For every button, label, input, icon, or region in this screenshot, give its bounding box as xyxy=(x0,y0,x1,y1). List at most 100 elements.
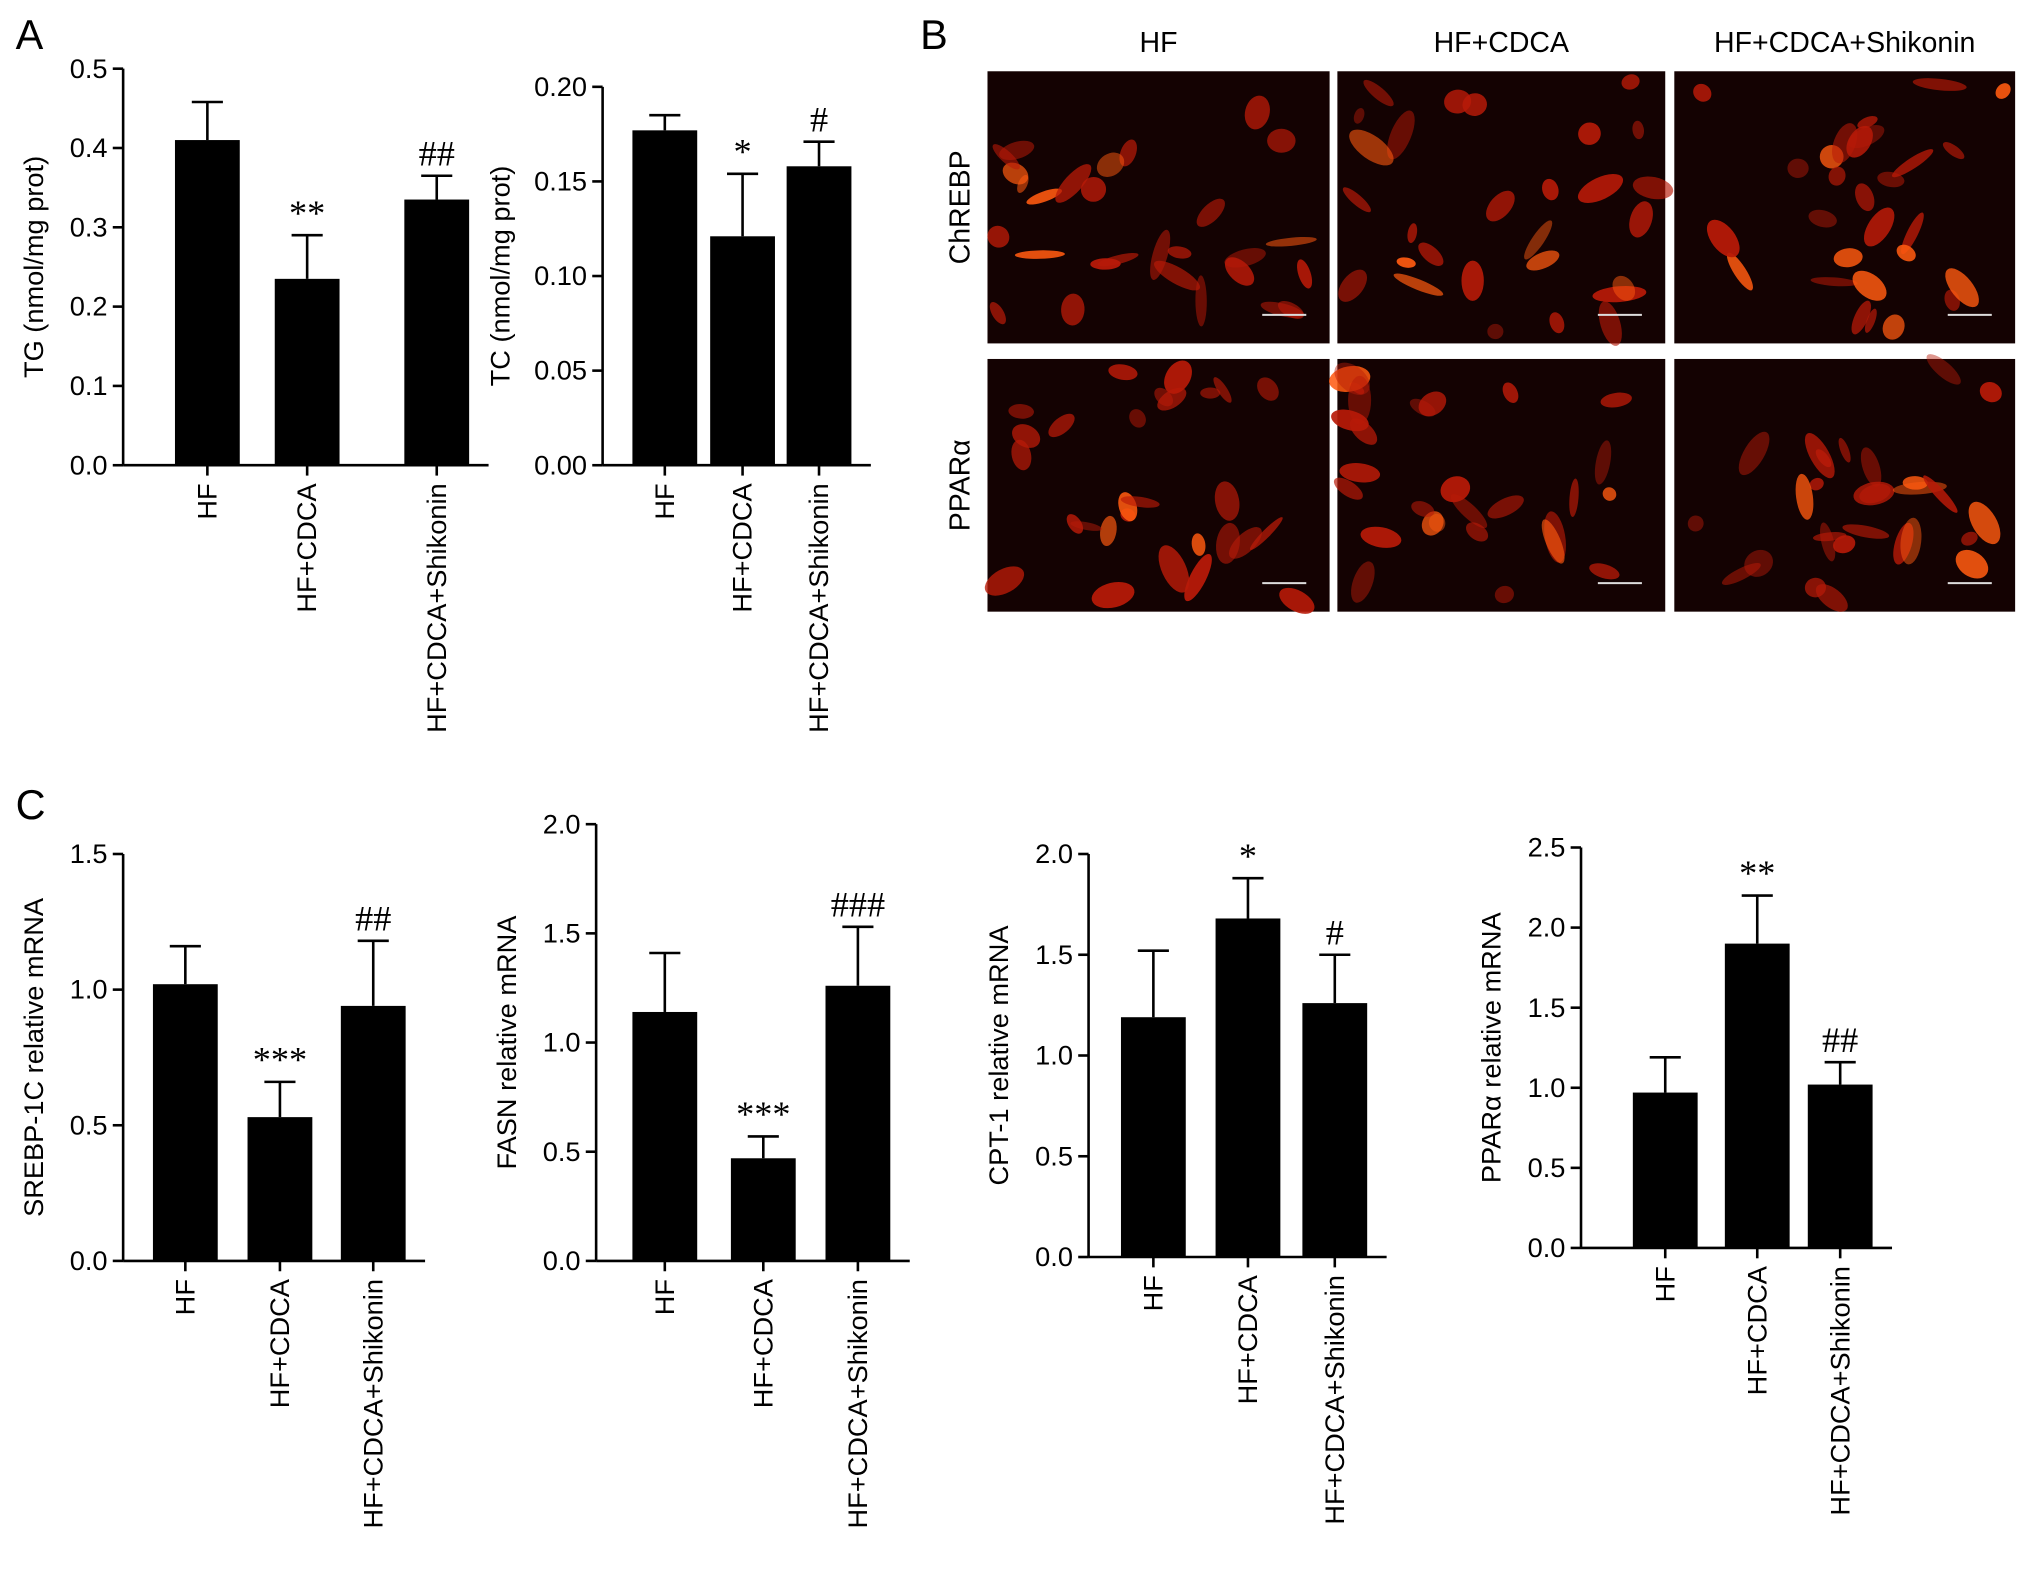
cell xyxy=(987,225,1010,248)
bar xyxy=(710,236,775,466)
cell xyxy=(1061,293,1085,326)
cell xyxy=(1191,533,1206,556)
x-tick-label: HF xyxy=(1137,1275,1168,1311)
significance-label: ## xyxy=(419,133,455,173)
cell xyxy=(1542,178,1559,201)
cell xyxy=(1602,487,1617,501)
x-tick-label: HF xyxy=(649,1279,680,1315)
y-tick-label: 1.0 xyxy=(70,974,108,1005)
cell xyxy=(1809,477,1824,491)
cell xyxy=(1995,83,2011,99)
y-tick-label: 0.0 xyxy=(70,1245,108,1276)
cell xyxy=(1297,259,1313,289)
y-tick-label: 0.05 xyxy=(534,355,587,386)
x-tick-label: HF+CDCA xyxy=(264,1278,295,1408)
bar xyxy=(152,984,218,1261)
cell xyxy=(1848,124,1885,149)
cell xyxy=(1080,176,1107,202)
significance-label: ## xyxy=(355,898,391,938)
cell xyxy=(1200,387,1221,399)
cell xyxy=(1026,188,1062,205)
bar xyxy=(404,199,470,466)
significance-label: * xyxy=(1239,836,1257,876)
cell xyxy=(1851,300,1872,335)
x-tick-label: HF+CDCA xyxy=(727,483,758,613)
cell xyxy=(1014,250,1065,259)
cell xyxy=(1387,110,1415,160)
cell xyxy=(1444,89,1472,114)
y-tick-label: 1.0 xyxy=(543,1027,581,1058)
cell xyxy=(1339,463,1381,483)
cell xyxy=(1450,494,1488,529)
bar xyxy=(825,985,891,1261)
cell xyxy=(1598,301,1622,346)
cell xyxy=(1184,554,1212,602)
x-tick-label: HF+CDCA xyxy=(291,483,322,613)
x-tick-label: HF xyxy=(649,483,680,519)
cell xyxy=(1100,515,1117,547)
cell xyxy=(1096,152,1125,177)
bar xyxy=(1807,1084,1873,1248)
significance-label: * xyxy=(733,131,751,171)
column-label: HF+CDCA xyxy=(1434,27,1569,59)
significance-label: ### xyxy=(831,884,885,924)
cell xyxy=(1524,220,1553,260)
x-tick-label: HF xyxy=(191,483,222,519)
x-tick-label: HF+CDCA xyxy=(1232,1274,1263,1404)
cell xyxy=(1349,418,1378,445)
y-axis-label: CPT-1 relative mRNA xyxy=(983,925,1014,1186)
panel-label: C xyxy=(16,781,46,828)
cell xyxy=(1494,585,1514,604)
cell xyxy=(1342,187,1371,213)
cell xyxy=(1578,122,1601,145)
cell xyxy=(1048,413,1075,438)
panel-label: B xyxy=(920,11,948,58)
cell xyxy=(1833,535,1856,554)
y-tick-label: 0.0 xyxy=(1035,1241,1073,1272)
y-tick-label: 0.20 xyxy=(534,71,587,102)
bar xyxy=(340,1005,406,1261)
bar xyxy=(632,130,698,466)
cell xyxy=(1393,273,1444,296)
cell xyxy=(1577,173,1624,203)
cell xyxy=(1815,449,1832,468)
x-tick-label: HF+CDCA xyxy=(747,1278,778,1408)
y-tick-label: 0.5 xyxy=(70,1109,108,1140)
bar xyxy=(730,1158,796,1261)
x-tick-label: HF+CDCA+Shikonin xyxy=(1319,1275,1350,1524)
cell xyxy=(1787,158,1809,178)
cell xyxy=(1877,171,1905,188)
y-tick-label: 0.15 xyxy=(534,165,587,196)
cell xyxy=(1214,481,1240,521)
cell xyxy=(1487,495,1524,519)
cell xyxy=(1257,377,1279,401)
cell xyxy=(1108,364,1138,381)
column-label: HF+CDCA+Shikonin xyxy=(1714,27,1975,59)
cell xyxy=(1244,95,1270,130)
cell xyxy=(1706,219,1740,258)
x-tick-label: HF xyxy=(169,1279,200,1315)
micrograph xyxy=(1674,358,2016,612)
cell xyxy=(1461,260,1484,301)
y-tick-label: 2.5 xyxy=(1528,832,1566,863)
cell xyxy=(1407,223,1418,244)
y-axis-label: FASN relative mRNA xyxy=(491,915,522,1170)
cell xyxy=(1224,248,1266,268)
cell xyxy=(1349,129,1394,166)
cell xyxy=(1411,501,1435,517)
cell xyxy=(1901,212,1924,255)
cell xyxy=(1612,275,1636,301)
cell xyxy=(1428,513,1446,532)
cell xyxy=(1893,522,1914,565)
cell xyxy=(1486,190,1515,222)
cell xyxy=(1923,475,1958,513)
cell xyxy=(1846,125,1873,158)
cell xyxy=(1348,375,1372,425)
cell xyxy=(1012,424,1041,448)
cell xyxy=(1721,563,1761,585)
cell xyxy=(1129,409,1146,428)
cell xyxy=(1600,392,1632,408)
cell xyxy=(1008,404,1034,419)
y-tick-label: 2.0 xyxy=(1035,838,1073,869)
